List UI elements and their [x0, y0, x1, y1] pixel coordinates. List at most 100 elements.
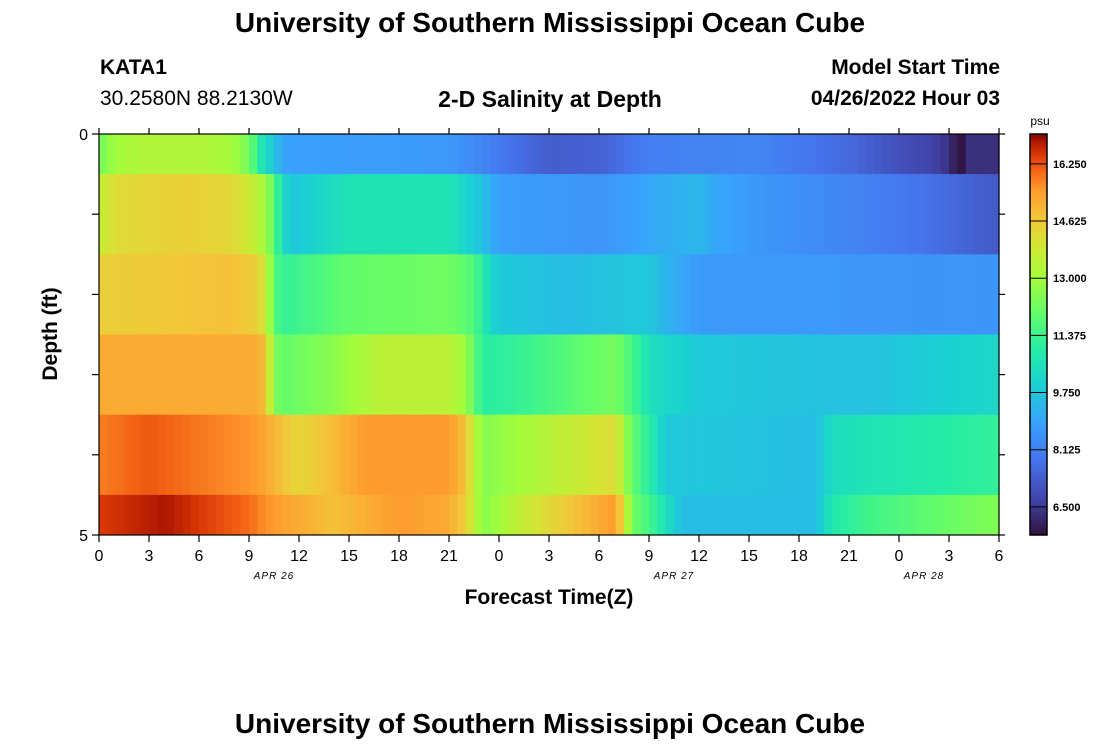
- heatmap-cell: [957, 254, 967, 335]
- heatmap-cell: [749, 134, 758, 175]
- heatmap-cell: [865, 414, 875, 496]
- heatmap-cell: [724, 254, 733, 335]
- x-tick-label: 6: [595, 548, 604, 565]
- heatmap-cell: [515, 494, 525, 536]
- heatmap-cell: [440, 334, 450, 416]
- heatmap-cell: [640, 174, 650, 255]
- heatmap-cell: [665, 254, 675, 335]
- heatmap-cell: [115, 334, 125, 416]
- heatmap-cell: [707, 254, 717, 335]
- heatmap-cell: [224, 414, 233, 496]
- heatmap-cell: [782, 174, 792, 255]
- heatmap-cell: [382, 334, 392, 416]
- heatmap-cell: [390, 334, 400, 416]
- heatmap-cell: [715, 334, 725, 416]
- heatmap-cell: [382, 254, 392, 335]
- heatmap-cell: [682, 334, 692, 416]
- heatmap-cell: [349, 174, 358, 255]
- colorbar-tick-label: 16.250: [1053, 159, 1087, 171]
- heatmap-cell: [807, 414, 817, 496]
- heatmap-cell: [299, 494, 308, 536]
- heatmap-cell: [857, 494, 867, 536]
- heatmap-cell: [749, 334, 758, 416]
- heatmap-cell: [857, 254, 867, 335]
- heatmap-cell: [832, 174, 842, 255]
- heatmap-cell: [882, 334, 892, 416]
- heatmap-cell: [940, 414, 950, 496]
- heatmap-cell: [532, 334, 542, 416]
- heatmap-cell: [907, 414, 917, 496]
- heatmap-cell: [432, 414, 442, 496]
- heatmap-cell: [424, 334, 433, 416]
- heatmap-cell: [165, 494, 175, 536]
- heatmap-cell: [649, 494, 658, 536]
- heatmap-cell: [757, 254, 767, 335]
- heatmap-cell: [724, 134, 733, 175]
- heatmap-cell: [949, 414, 958, 496]
- x-axis-label: Forecast Time(Z): [465, 586, 634, 609]
- heatmap-cell: [690, 494, 700, 536]
- heatmap-cell: [99, 134, 108, 175]
- heatmap-cell: [840, 414, 850, 496]
- heatmap-cell: [457, 494, 467, 536]
- heatmap-cell: [632, 334, 642, 416]
- heatmap-cell: [857, 174, 867, 255]
- heatmap-cell: [990, 254, 1000, 335]
- heatmap-cell: [382, 494, 392, 536]
- heatmap-cell: [690, 334, 700, 416]
- heatmap-cell: [732, 414, 742, 496]
- heatmap-cell: [732, 494, 742, 536]
- colorbar-tick-label: 8.125: [1053, 445, 1081, 457]
- heatmap-cell: [507, 254, 517, 335]
- heatmap-cell: [515, 174, 525, 255]
- heatmap-cell: [307, 494, 317, 536]
- station-coords: 30.2580N 88.2130W: [100, 87, 293, 110]
- heatmap-cell: [615, 254, 625, 335]
- heatmap-cell: [449, 414, 458, 496]
- heatmap-cell: [507, 134, 517, 175]
- heatmap-cell: [557, 254, 567, 335]
- heatmap-cell: [357, 414, 367, 496]
- heatmap-cell: [432, 174, 442, 255]
- heatmap-cell: [99, 334, 108, 416]
- heatmap-cell: [249, 174, 258, 255]
- heatmap-cell: [824, 414, 833, 496]
- heatmap-cell: [282, 254, 292, 335]
- heatmap-cell: [232, 254, 242, 335]
- heatmap-cell: [349, 134, 358, 175]
- heatmap-cell: [224, 334, 233, 416]
- heatmap-cell: [607, 414, 617, 496]
- heatmap-cell: [540, 414, 550, 496]
- heatmap-cell: [265, 134, 275, 175]
- heatmap-cell: [190, 134, 200, 175]
- heatmap-cell: [990, 414, 1000, 496]
- heatmap-cell: [282, 334, 292, 416]
- heatmap-cell: [682, 134, 692, 175]
- colorbar-tick-label: 6.500: [1053, 502, 1081, 514]
- heatmap-cell: [599, 174, 608, 255]
- heatmap-cell: [324, 494, 333, 536]
- heatmap-cell: [699, 414, 708, 496]
- heatmap-cell: [765, 494, 775, 536]
- heatmap-cell: [199, 334, 208, 416]
- heatmap-cell: [849, 254, 858, 335]
- heatmap-cell: [115, 494, 125, 536]
- heatmap-cell: [532, 254, 542, 335]
- heatmap-cell: [674, 134, 683, 175]
- heatmap-cell: [849, 334, 858, 416]
- heatmap-cell: [232, 334, 242, 416]
- heatmap-cell: [799, 334, 808, 416]
- heatmap-cell: [315, 494, 325, 536]
- heatmap-cell: [949, 494, 958, 536]
- heatmap-cell: [782, 134, 792, 175]
- heatmap-cell: [149, 334, 158, 416]
- heatmap-cell: [799, 254, 808, 335]
- heatmap-cell: [174, 134, 183, 175]
- heatmap-cell: [707, 494, 717, 536]
- heatmap-cell: [924, 134, 933, 175]
- heatmap-cell: [440, 254, 450, 335]
- y-tick-label: 0: [79, 127, 88, 144]
- heatmap-cell: [707, 174, 717, 255]
- heatmap-cell: [707, 414, 717, 496]
- heatmap-cell: [757, 414, 767, 496]
